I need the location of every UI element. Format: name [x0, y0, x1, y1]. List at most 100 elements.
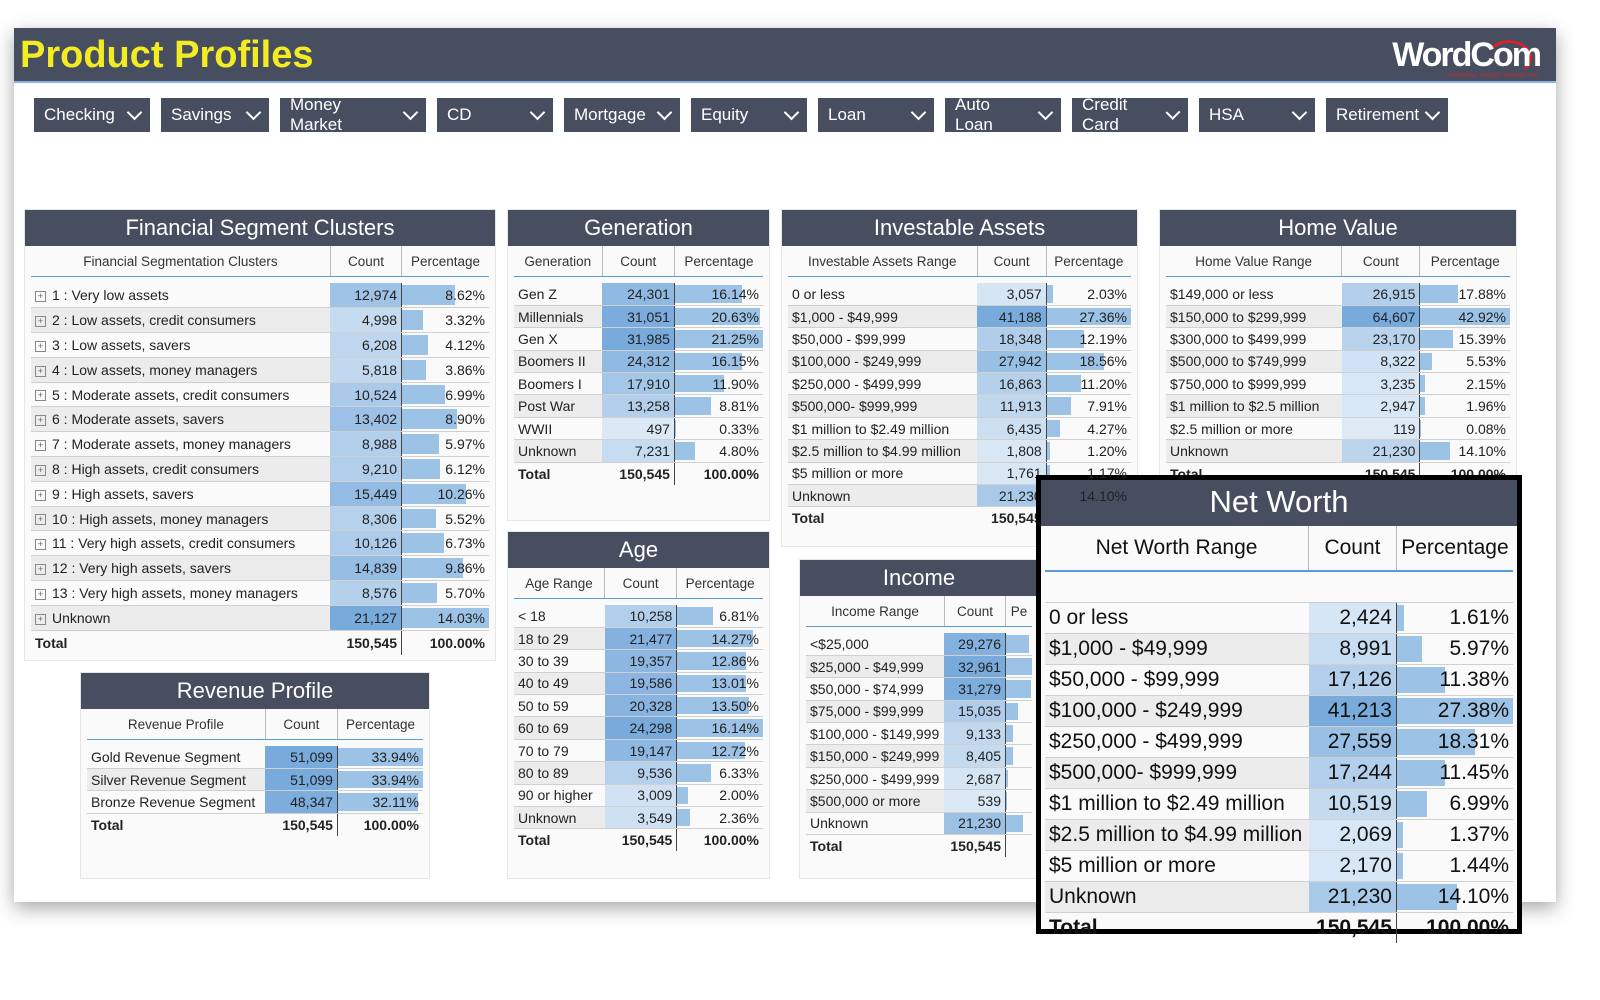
- expand-icon[interactable]: +: [35, 464, 46, 476]
- expand-icon[interactable]: +: [35, 365, 46, 377]
- expand-icon[interactable]: +: [35, 340, 46, 352]
- expand-icon[interactable]: +: [35, 439, 46, 451]
- table-row[interactable]: $50,000 - $99,999 17,126 11.38%: [1045, 664, 1513, 696]
- slicer-auto-loan[interactable]: Auto Loan: [945, 95, 1061, 134]
- table-row[interactable]: 50 to 59 20,328 13.50%: [514, 694, 763, 718]
- column-header[interactable]: Financial Segmentation Clusters: [31, 246, 331, 277]
- table-row[interactable]: +5 : Moderate assets, credit consumers 10…: [31, 382, 489, 408]
- column-header[interactable]: Percentage: [1046, 246, 1131, 277]
- table-row[interactable]: +11 : Very high assets, credit consumers…: [31, 530, 489, 557]
- table-row[interactable]: $50,000 - $99,999 18,348 12.19%: [788, 327, 1131, 351]
- table-row[interactable]: $500,000- $999,999 17,244 11.45%: [1045, 757, 1513, 789]
- table-row[interactable]: $750,000 to $999,999 3,235 2.15%: [1166, 372, 1510, 396]
- table-row[interactable]: $5 million or more 1,761 1.17%: [788, 462, 1131, 486]
- column-header[interactable]: Percentage: [1396, 526, 1513, 572]
- column-header[interactable]: Count: [265, 709, 338, 740]
- table-row[interactable]: $2.5 million to $4.99 million 1,808 1.20%: [788, 439, 1131, 463]
- table-row[interactable]: 70 to 79 19,147 12.72%: [514, 739, 763, 763]
- table-row[interactable]: +3 : Low assets, savers 6,208 4.12%: [31, 332, 489, 358]
- expand-icon[interactable]: +: [35, 489, 46, 501]
- table-row[interactable]: $1 million to $2.49 million 10,519 6.99%: [1045, 788, 1513, 820]
- table-row[interactable]: Unknown 21,230 14.10%: [1166, 439, 1510, 463]
- table-row[interactable]: 18 to 29 21,477 14.27%: [514, 627, 763, 651]
- table-row[interactable]: $75,000 - $99,999 15,035: [806, 700, 1032, 724]
- column-header[interactable]: Count: [602, 246, 675, 277]
- expand-icon[interactable]: +: [35, 514, 46, 526]
- expand-icon[interactable]: +: [35, 390, 46, 402]
- table-row[interactable]: Unknown 3,549 2.36%: [514, 806, 763, 830]
- slicer-savings[interactable]: Savings: [161, 98, 269, 132]
- slicer-cd[interactable]: CD: [437, 98, 553, 132]
- table-row[interactable]: Bronze Revenue Segment 48,347 32.11%: [87, 790, 423, 814]
- table-row[interactable]: $250,000 - $499,999 27,559 18.31%: [1045, 726, 1513, 758]
- table-row[interactable]: Gold Revenue Segment 51,099 33.94%: [87, 746, 423, 769]
- table-row[interactable]: < 18 10,258 6.81%: [514, 605, 763, 628]
- column-header[interactable]: Generation: [514, 246, 603, 277]
- table-row[interactable]: 0 or less 3,057 2.03%: [788, 283, 1131, 306]
- table-row[interactable]: 40 to 49 19,586 13.01%: [514, 672, 763, 696]
- expand-icon[interactable]: +: [35, 563, 46, 575]
- slicer-loan[interactable]: Loan: [818, 98, 934, 132]
- table-row[interactable]: + Unknown 21,127 14.03%: [31, 605, 489, 631]
- table-row[interactable]: $1,000 - $49,999 41,188 27.36%: [788, 305, 1131, 329]
- table-row[interactable]: +2 : Low assets, credit consumers 4,998 3.…: [31, 307, 489, 334]
- column-header[interactable]: Revenue Profile: [87, 709, 266, 740]
- column-header[interactable]: Percentage: [674, 246, 763, 277]
- table-row[interactable]: Unknown 21,230 14.10%: [1045, 881, 1513, 913]
- expand-icon[interactable]: +: [35, 539, 46, 551]
- column-header[interactable]: Percentage: [1419, 246, 1510, 277]
- table-row[interactable]: $2.5 million or more 119 0.08%: [1166, 417, 1510, 441]
- column-header[interactable]: Count: [1341, 246, 1421, 277]
- slicer-retirement[interactable]: Retirement: [1326, 98, 1448, 132]
- column-header[interactable]: Count: [944, 596, 1007, 627]
- table-row[interactable]: $100,000 - $149,999 9,133: [806, 722, 1032, 746]
- table-row[interactable]: $1,000 - $49,999 8,991 5.97%: [1045, 633, 1513, 665]
- table-row[interactable]: 0 or less 2,424 1.61%: [1045, 602, 1513, 634]
- table-row[interactable]: Boomers I 17,910 11.90%: [514, 372, 763, 396]
- table-row[interactable]: $25,000 - $49,999 32,961: [806, 655, 1032, 679]
- table-row[interactable]: $100,000 - $249,999 27,942 18.56%: [788, 350, 1131, 374]
- table-row[interactable]: WWII 497 0.33%: [514, 417, 763, 441]
- column-header[interactable]: Age Range: [514, 568, 606, 599]
- table-row[interactable]: $250,000 - $499,999 2,687: [806, 767, 1032, 791]
- table-row[interactable]: $150,000 - $249,999 8,405: [806, 744, 1032, 768]
- table-row[interactable]: Gen Z 24,301 16.14%: [514, 283, 763, 306]
- table-row[interactable]: Millennials 31,051 20.63%: [514, 305, 763, 329]
- table-row[interactable]: $100,000 - $249,999 41,213 27.38%: [1045, 695, 1513, 727]
- table-row[interactable]: $500,000- $999,999 11,913 7.91%: [788, 394, 1131, 418]
- column-header[interactable]: Percentage: [676, 568, 763, 599]
- table-row[interactable]: <$25,000 29,276: [806, 633, 1032, 656]
- table-row[interactable]: $50,000 - $74,999 31,279: [806, 677, 1032, 701]
- table-row[interactable]: $500,000 to $749,999 8,322 5.53%: [1166, 350, 1510, 374]
- table-row[interactable]: Post War 13,258 8.81%: [514, 394, 763, 418]
- column-header[interactable]: Income Range: [806, 596, 945, 627]
- table-row[interactable]: $150,000 to $299,999 64,607 42.92%: [1166, 305, 1510, 329]
- table-row[interactable]: +12 : Very high assets, savers 14,839 9.86…: [31, 555, 489, 582]
- table-row[interactable]: Unknown 21,230: [806, 812, 1032, 836]
- column-header[interactable]: Percentage: [337, 709, 423, 740]
- slicer-checking[interactable]: Checking: [34, 98, 150, 132]
- table-row[interactable]: $500,000 or more 539: [806, 789, 1032, 813]
- table-row[interactable]: Gen X 31,985 21.25%: [514, 327, 763, 351]
- table-row[interactable]: Unknown 7,231 4.80%: [514, 439, 763, 463]
- expand-icon[interactable]: +: [35, 290, 46, 302]
- table-row[interactable]: 60 to 69 24,298 16.14%: [514, 716, 763, 740]
- expand-icon[interactable]: +: [35, 415, 46, 427]
- column-header[interactable]: Count: [977, 246, 1047, 277]
- expand-icon[interactable]: +: [35, 613, 46, 625]
- column-header[interactable]: Home Value Range: [1166, 246, 1343, 277]
- table-row[interactable]: +9 : High assets, savers 15,449 10.26%: [31, 481, 489, 507]
- slicer-hsa[interactable]: HSA: [1199, 98, 1315, 132]
- column-header[interactable]: Count: [1308, 526, 1397, 572]
- table-row[interactable]: $250,000 - $499,999 16,863 11.20%: [788, 372, 1131, 396]
- table-row[interactable]: 30 to 39 19,357 12.86%: [514, 649, 763, 673]
- slicer-mortgage[interactable]: Mortgage: [564, 98, 680, 132]
- table-row[interactable]: Silver Revenue Segment 51,099 33.94%: [87, 768, 423, 792]
- column-header[interactable]: Net Worth Range: [1045, 526, 1310, 572]
- column-header[interactable]: Percentage: [401, 246, 489, 277]
- column-header[interactable]: Pe: [1005, 596, 1032, 627]
- table-row[interactable]: $1 million to $2.49 million 6,435 4.27%: [788, 417, 1131, 441]
- slicer-credit-card[interactable]: Credit Card: [1072, 95, 1188, 134]
- slicer-money-market[interactable]: Money Market: [280, 95, 426, 134]
- table-row[interactable]: 90 or higher 3,009 2.00%: [514, 784, 763, 808]
